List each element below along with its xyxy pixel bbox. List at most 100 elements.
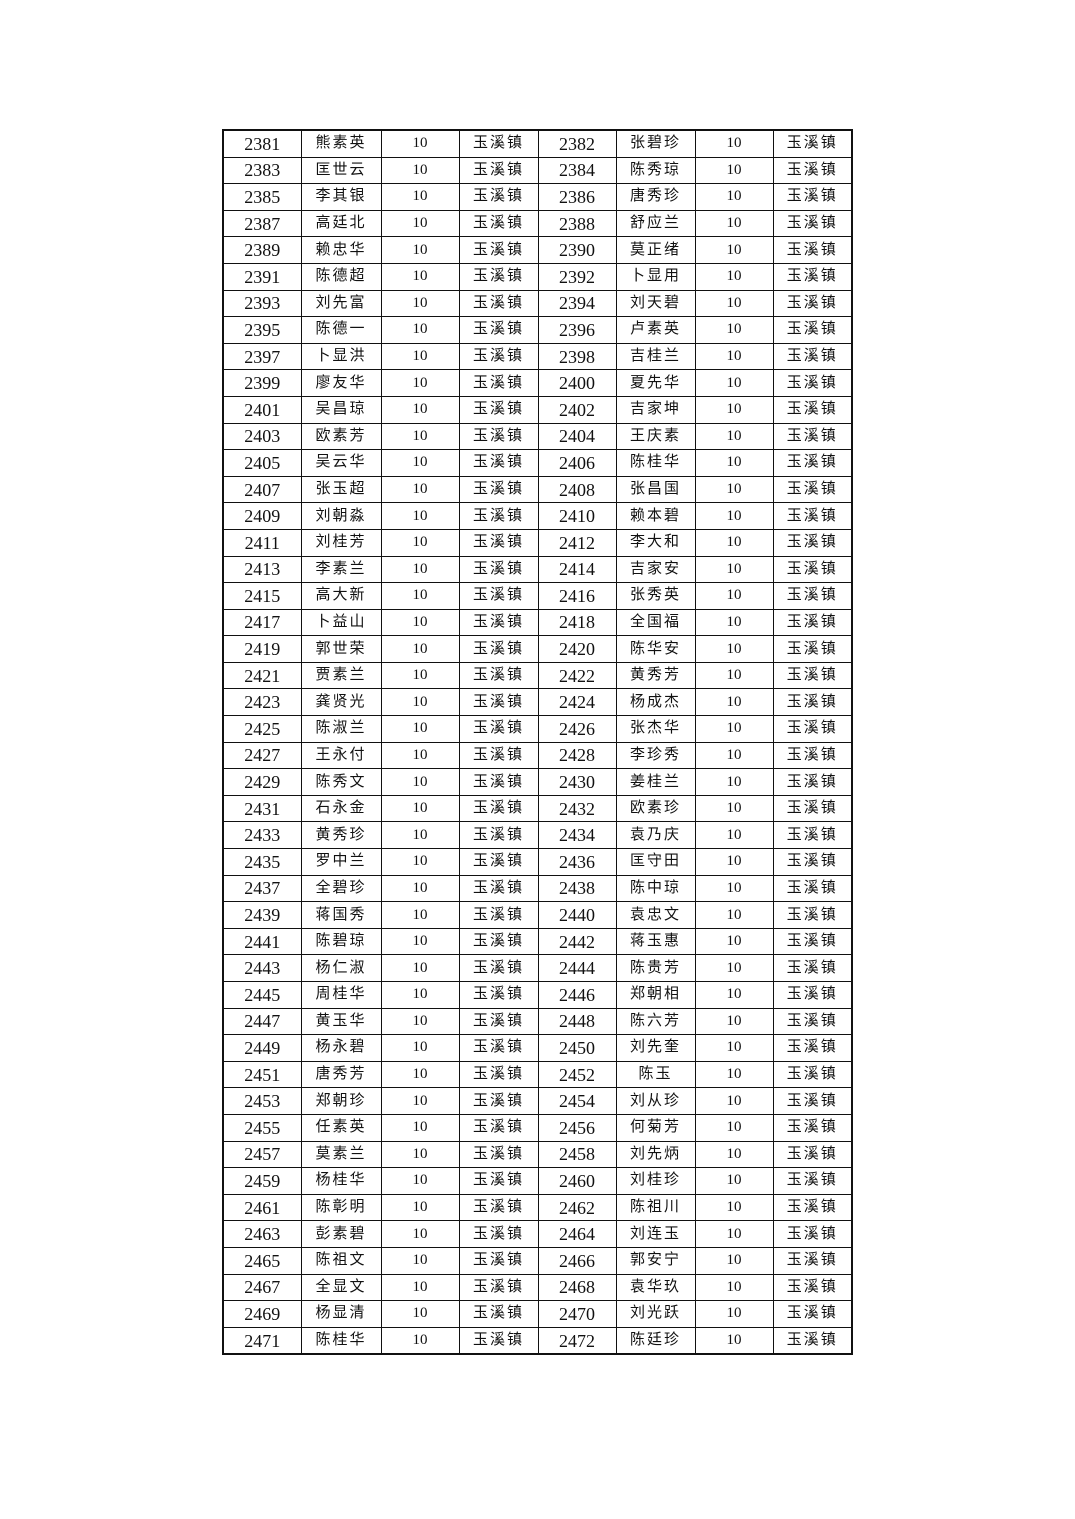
table-row: 2471 陈桂华 10 玉溪镇 2472 陈廷珍 10 玉溪镇 bbox=[222, 1326, 853, 1355]
record-number-cell: 2410 bbox=[537, 502, 617, 530]
amount-cell: 10 bbox=[380, 1167, 460, 1195]
town-name-cell: 玉溪镇 bbox=[458, 1326, 539, 1355]
town-name-cell: 玉溪镇 bbox=[772, 1326, 853, 1355]
amount-cell: 10 bbox=[380, 927, 460, 956]
table-row: 2435 罗中兰 10 玉溪镇 2436 匡守田 10 玉溪镇 bbox=[222, 848, 853, 876]
record-number-cell: 2427 bbox=[222, 741, 302, 770]
amount-cell: 10 bbox=[694, 395, 774, 424]
person-name-cell: 刘光跃 bbox=[615, 1300, 696, 1328]
person-name-cell: 石永金 bbox=[300, 794, 382, 823]
person-name-cell: 陈彰明 bbox=[300, 1193, 382, 1222]
record-number-cell: 2395 bbox=[222, 316, 302, 344]
amount-cell: 10 bbox=[694, 289, 774, 318]
person-name-cell: 黄秀芳 bbox=[615, 661, 696, 690]
amount-cell: 10 bbox=[380, 183, 460, 211]
amount-cell: 10 bbox=[380, 502, 460, 530]
record-number-cell: 2426 bbox=[537, 715, 617, 743]
town-name-cell: 玉溪镇 bbox=[458, 1193, 539, 1222]
table-row: 2425 陈淑兰 10 玉溪镇 2426 张杰华 10 玉溪镇 bbox=[222, 715, 853, 743]
amount-cell: 10 bbox=[380, 555, 460, 584]
person-name-cell: 全显文 bbox=[300, 1273, 382, 1302]
record-number-cell: 2381 bbox=[222, 129, 302, 158]
record-number-cell: 2406 bbox=[537, 449, 617, 477]
record-number-cell: 2421 bbox=[222, 661, 302, 690]
table-row: 2451 唐秀芳 10 玉溪镇 2452 陈玉 10 玉溪镇 bbox=[222, 1060, 853, 1089]
person-name-cell: 吴昌琼 bbox=[300, 395, 382, 424]
town-name-cell: 玉溪镇 bbox=[772, 1034, 853, 1062]
town-name-cell: 玉溪镇 bbox=[458, 156, 539, 185]
person-name-cell: 欧素珍 bbox=[615, 794, 696, 823]
amount-cell: 10 bbox=[380, 582, 460, 610]
table-row: 2463 彭素碧 10 玉溪镇 2464 刘连玉 10 玉溪镇 bbox=[222, 1220, 853, 1248]
amount-cell: 10 bbox=[694, 316, 774, 344]
table-row: 2421 贾素兰 10 玉溪镇 2422 黄秀芳 10 玉溪镇 bbox=[222, 661, 853, 690]
amount-cell: 10 bbox=[694, 901, 774, 929]
table-row: 2395 陈德一 10 玉溪镇 2396 卢素英 10 玉溪镇 bbox=[222, 316, 853, 344]
town-name-cell: 玉溪镇 bbox=[772, 954, 853, 982]
amount-cell: 10 bbox=[694, 475, 774, 504]
town-name-cell: 玉溪镇 bbox=[772, 528, 853, 557]
town-name-cell: 玉溪镇 bbox=[772, 1246, 853, 1275]
record-number-cell: 2422 bbox=[537, 661, 617, 690]
amount-cell: 10 bbox=[380, 1326, 460, 1355]
record-number-cell: 2417 bbox=[222, 608, 302, 637]
record-number-cell: 2448 bbox=[537, 1007, 617, 1036]
record-number-cell: 2415 bbox=[222, 582, 302, 610]
record-number-cell: 2391 bbox=[222, 262, 302, 291]
table-row: 2449 杨永碧 10 玉溪镇 2450 刘先奎 10 玉溪镇 bbox=[222, 1034, 853, 1062]
person-name-cell: 刘先奎 bbox=[615, 1034, 696, 1062]
person-name-cell: 龚贤光 bbox=[300, 688, 382, 717]
person-name-cell: 郭世荣 bbox=[300, 635, 382, 663]
person-name-cell: 匡世云 bbox=[300, 156, 382, 185]
record-number-cell: 2420 bbox=[537, 635, 617, 663]
town-name-cell: 玉溪镇 bbox=[458, 1140, 539, 1169]
town-name-cell: 玉溪镇 bbox=[772, 927, 853, 956]
record-number-cell: 2387 bbox=[222, 209, 302, 238]
town-name-cell: 玉溪镇 bbox=[772, 395, 853, 424]
record-number-cell: 2408 bbox=[537, 475, 617, 504]
amount-cell: 10 bbox=[380, 688, 460, 717]
amount-cell: 10 bbox=[694, 1113, 774, 1142]
person-name-cell: 夏先华 bbox=[615, 369, 696, 397]
town-name-cell: 玉溪镇 bbox=[772, 1167, 853, 1195]
amount-cell: 10 bbox=[694, 422, 774, 451]
town-name-cell: 玉溪镇 bbox=[458, 661, 539, 690]
person-name-cell: 罗中兰 bbox=[300, 848, 382, 876]
person-name-cell: 何菊芳 bbox=[615, 1113, 696, 1142]
amount-cell: 10 bbox=[694, 1087, 774, 1115]
person-name-cell: 杨成杰 bbox=[615, 688, 696, 717]
town-name-cell: 玉溪镇 bbox=[458, 901, 539, 929]
town-name-cell: 玉溪镇 bbox=[772, 555, 853, 584]
amount-cell: 10 bbox=[380, 316, 460, 344]
table-row: 2397 卜显洪 10 玉溪镇 2398 吉桂兰 10 玉溪镇 bbox=[222, 342, 853, 371]
amount-cell: 10 bbox=[694, 582, 774, 610]
record-number-cell: 2454 bbox=[537, 1087, 617, 1115]
person-name-cell: 杨仁淑 bbox=[300, 954, 382, 982]
recipient-table: 2381 熊素英 10 玉溪镇 2382 张碧珍 10 玉溪镇 2383 匡世云 10 玉溪镇 2384… bbox=[222, 129, 853, 1356]
town-name-cell: 玉溪镇 bbox=[458, 582, 539, 610]
amount-cell: 10 bbox=[380, 1300, 460, 1328]
amount-cell: 10 bbox=[380, 395, 460, 424]
amount-cell: 10 bbox=[380, 262, 460, 291]
town-name-cell: 玉溪镇 bbox=[458, 1034, 539, 1062]
record-number-cell: 2423 bbox=[222, 688, 302, 717]
person-name-cell: 李大和 bbox=[615, 528, 696, 557]
record-number-cell: 2442 bbox=[537, 927, 617, 956]
person-name-cell: 廖友华 bbox=[300, 369, 382, 397]
town-name-cell: 玉溪镇 bbox=[458, 395, 539, 424]
town-name-cell: 玉溪镇 bbox=[772, 156, 853, 185]
person-name-cell: 陈贵芳 bbox=[615, 954, 696, 982]
town-name-cell: 玉溪镇 bbox=[772, 582, 853, 610]
town-name-cell: 玉溪镇 bbox=[772, 342, 853, 371]
amount-cell: 10 bbox=[380, 1034, 460, 1062]
town-name-cell: 玉溪镇 bbox=[458, 502, 539, 530]
record-number-cell: 2456 bbox=[537, 1113, 617, 1142]
person-name-cell: 吉家安 bbox=[615, 555, 696, 584]
record-number-cell: 2457 bbox=[222, 1140, 302, 1169]
record-number-cell: 2401 bbox=[222, 395, 302, 424]
table-row: 2407 张玉超 10 玉溪镇 2408 张昌国 10 玉溪镇 bbox=[222, 475, 853, 504]
record-number-cell: 2439 bbox=[222, 901, 302, 929]
amount-cell: 10 bbox=[694, 927, 774, 956]
amount-cell: 10 bbox=[694, 794, 774, 823]
person-name-cell: 蒋国秀 bbox=[300, 901, 382, 929]
